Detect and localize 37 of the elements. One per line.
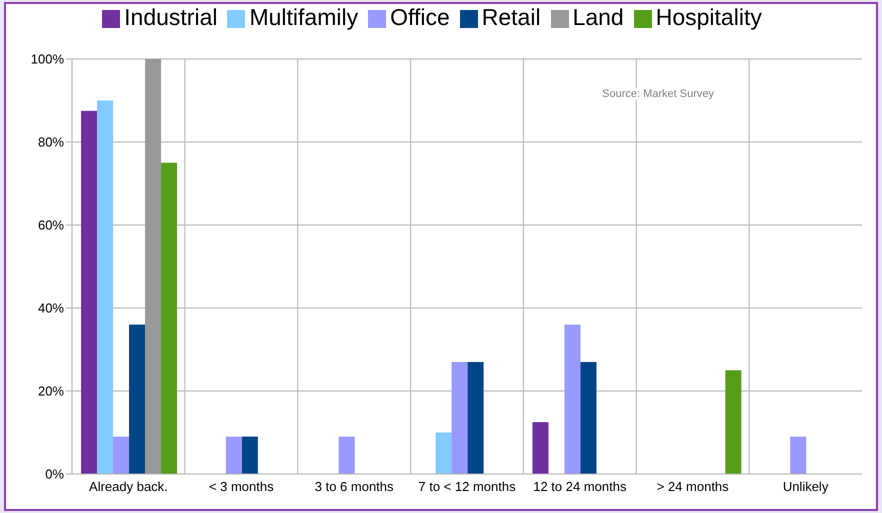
bar	[97, 100, 114, 474]
legend-label: Retail	[482, 4, 541, 30]
annotation: Source: Market Survey	[600, 88, 716, 100]
x-tick-label: 3 to 6 months	[314, 479, 394, 494]
x-tick-label: < 3 months	[208, 479, 274, 494]
x-tick-label: Unlikely	[782, 479, 829, 494]
legend-label: Hospitality	[656, 4, 762, 30]
bar	[129, 324, 146, 474]
bar	[468, 362, 484, 474]
x-tick-label: Already back.	[89, 479, 168, 494]
y-tick-label: 80%	[38, 134, 64, 150]
bar	[226, 436, 242, 474]
bar	[436, 432, 452, 474]
bar	[532, 422, 548, 474]
bar	[113, 436, 130, 474]
legend-label: Land	[572, 4, 624, 30]
x-tick-label: 7 to < 12 months	[418, 479, 516, 494]
bar	[790, 436, 806, 474]
bar	[338, 436, 355, 474]
legend-label: Industrial	[124, 4, 218, 30]
bar	[161, 162, 178, 474]
y-tick-label: 40%	[38, 300, 64, 316]
bar	[564, 324, 580, 474]
bar	[81, 110, 98, 474]
y-tick-label: 60%	[38, 218, 64, 233]
y-tick-label: 100%	[30, 52, 64, 67]
bar	[452, 362, 468, 474]
legend-label: Office	[390, 4, 450, 30]
y-tick-label: 0%	[45, 466, 64, 482]
x-tick-label: 12 to 24 months	[533, 479, 627, 494]
bar	[725, 370, 742, 474]
bar	[145, 59, 162, 474]
bar	[580, 362, 596, 474]
x-tick-label: > 24 months	[656, 479, 730, 494]
legend-label: Multifamily	[249, 4, 358, 30]
bar	[242, 436, 258, 474]
y-tick-label: 20%	[38, 384, 64, 399]
